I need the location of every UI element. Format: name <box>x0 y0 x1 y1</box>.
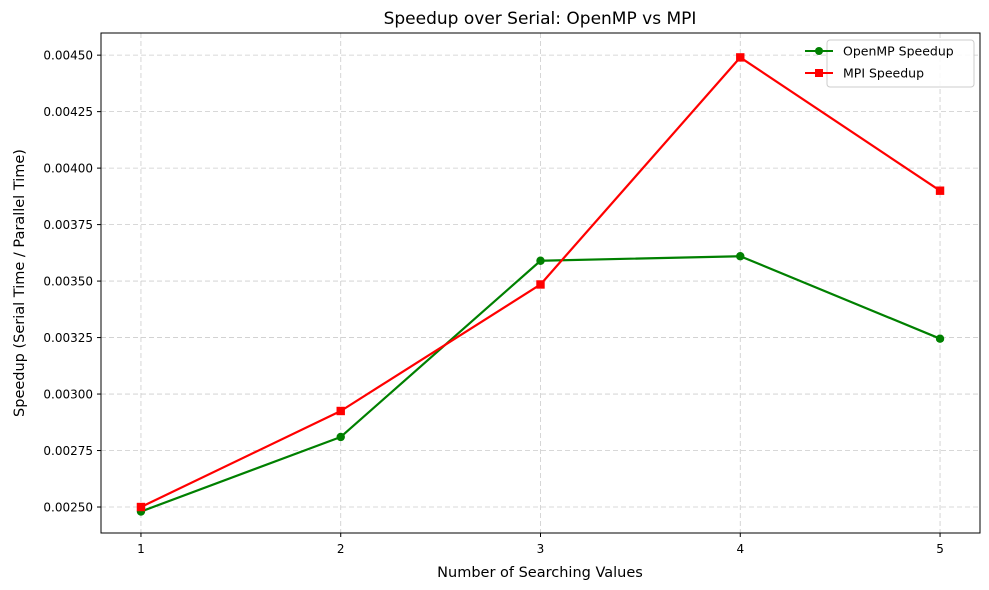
y-axis-ticks: 0.00250 0.00275 0.00300 0.00325 0.00350 0.003… <box>43 49 101 515</box>
x-tick-label: 2 <box>337 542 345 556</box>
x-tick-label: 5 <box>936 542 944 556</box>
mpi-data-point <box>736 53 745 62</box>
openmp-data-point <box>736 252 745 261</box>
y-tick-label: 0.00275 <box>43 444 93 458</box>
legend-box <box>826 39 975 88</box>
legend-mpi-marker <box>815 69 823 77</box>
legend-openmp-marker <box>815 47 823 55</box>
x-axis-label: Number of Searching Values <box>437 565 643 581</box>
openmp-data-point <box>935 334 945 343</box>
openmp-data-point <box>536 256 545 265</box>
legend: OpenMP Speedup MPI Speedup <box>805 39 975 88</box>
mpi-data-point <box>136 502 146 512</box>
y-tick-label: 0.00425 <box>43 105 93 119</box>
y-tick-label: 0.00450 <box>43 49 93 63</box>
mpi-data-point <box>336 406 345 416</box>
y-tick-label: 0.00350 <box>43 275 93 289</box>
x-tick-label: 1 <box>137 542 145 556</box>
mpi-data-point <box>536 280 545 289</box>
y-axis-label: Speedup (Serial Time / Parallel Time) <box>12 149 28 417</box>
x-tick-label: 4 <box>736 542 744 556</box>
y-tick-label: 0.00375 <box>43 218 93 232</box>
legend-openmp-label: OpenMP Speedup <box>843 44 954 59</box>
series-layer <box>136 53 945 516</box>
x-axis-ticks: 1 2 3 4 5 <box>137 533 944 556</box>
chart-title: Speedup over Serial: OpenMP vs MPI <box>384 9 697 29</box>
y-tick-label: 0.00400 <box>43 162 93 176</box>
x-tick-label: 3 <box>537 542 545 556</box>
legend-mpi-label: MPI Speedup <box>843 66 924 81</box>
y-tick-label: 0.00325 <box>43 331 93 345</box>
mpi-data-point <box>935 186 945 195</box>
y-tick-label: 0.00250 <box>43 501 93 515</box>
y-tick-label: 0.00300 <box>43 388 93 402</box>
openmp-data-point <box>336 432 345 442</box>
